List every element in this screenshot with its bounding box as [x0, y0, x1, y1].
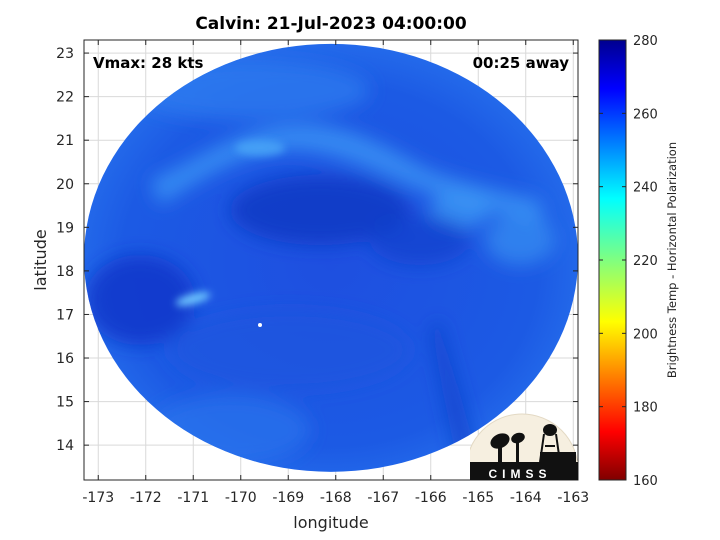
x-axis-label: longitude: [293, 513, 368, 532]
y-tick-label: 15: [56, 395, 74, 411]
x-tick-label: -164: [510, 490, 542, 506]
x-tick-label: -169: [272, 490, 304, 506]
cool-patch: [485, 215, 555, 265]
colorbar-tick-label: 280: [633, 34, 658, 49]
colorbar-tick-label: 220: [633, 254, 658, 269]
x-axis-ticks: -173 -172 -171 -170 -169 -168 -167 -166 -165 -164…: [82, 40, 589, 506]
x-tick-label: -170: [225, 490, 257, 506]
y-tick-label: 14: [56, 438, 74, 454]
colorbar-tick-label: 260: [633, 107, 658, 122]
cool-streak: [430, 320, 480, 470]
warm-patch: [370, 215, 470, 265]
storm-center-marker: [258, 323, 262, 327]
y-tick-label: 22: [56, 90, 74, 106]
y-axis-ticks: 14 15 16 17 18 19 20 21 22 23: [56, 46, 578, 454]
y-tick-label: 23: [56, 46, 74, 62]
cold-spot: [175, 292, 211, 306]
y-tick-label: 18: [56, 264, 74, 280]
x-tick-label: -165: [462, 490, 494, 506]
time-away-annotation: 00:25 away: [473, 54, 570, 72]
y-tick-label: 16: [56, 351, 74, 367]
y-tick-label: 21: [56, 133, 74, 149]
colorbar-ticks: 160 180 200 220 240 260 280: [599, 34, 658, 489]
colorbar-label: Brightness Temp - Horizontal Polarizatio…: [665, 142, 679, 378]
colorbar-tick-label: 160: [633, 474, 658, 489]
colorbar-tick-label: 200: [633, 327, 658, 342]
colorbar-tick-label: 180: [633, 401, 658, 416]
x-tick-label: -171: [177, 490, 209, 506]
y-tick-label: 20: [56, 177, 74, 193]
x-tick-label: -166: [415, 490, 447, 506]
y-axis-label: latitude: [31, 229, 50, 290]
x-tick-label: -172: [130, 490, 162, 506]
y-tick-label: 17: [56, 307, 74, 323]
axes-frame: [83, 39, 579, 481]
cimss-logo: CIMSS: [470, 413, 578, 481]
colorbar: [598, 39, 627, 481]
colorbar-tick-label: 240: [633, 181, 658, 196]
vmax-annotation: Vmax: 28 kts: [93, 54, 203, 72]
warm-patch: [85, 255, 195, 345]
chart-title: Calvin: 21-Jul-2023 04:00:00: [195, 14, 466, 34]
warm-patch: [170, 310, 410, 390]
x-tick-label: -173: [82, 490, 114, 506]
x-tick-label: -168: [320, 490, 352, 506]
cool-spot: [235, 140, 285, 156]
y-tick-label: 19: [56, 220, 74, 236]
microwave-swath: [84, 43, 578, 472]
logo-text: CIMSS: [488, 467, 551, 481]
x-tick-label: -163: [557, 490, 589, 506]
warm-core-feature: [230, 175, 410, 245]
x-tick-label: -167: [367, 490, 399, 506]
